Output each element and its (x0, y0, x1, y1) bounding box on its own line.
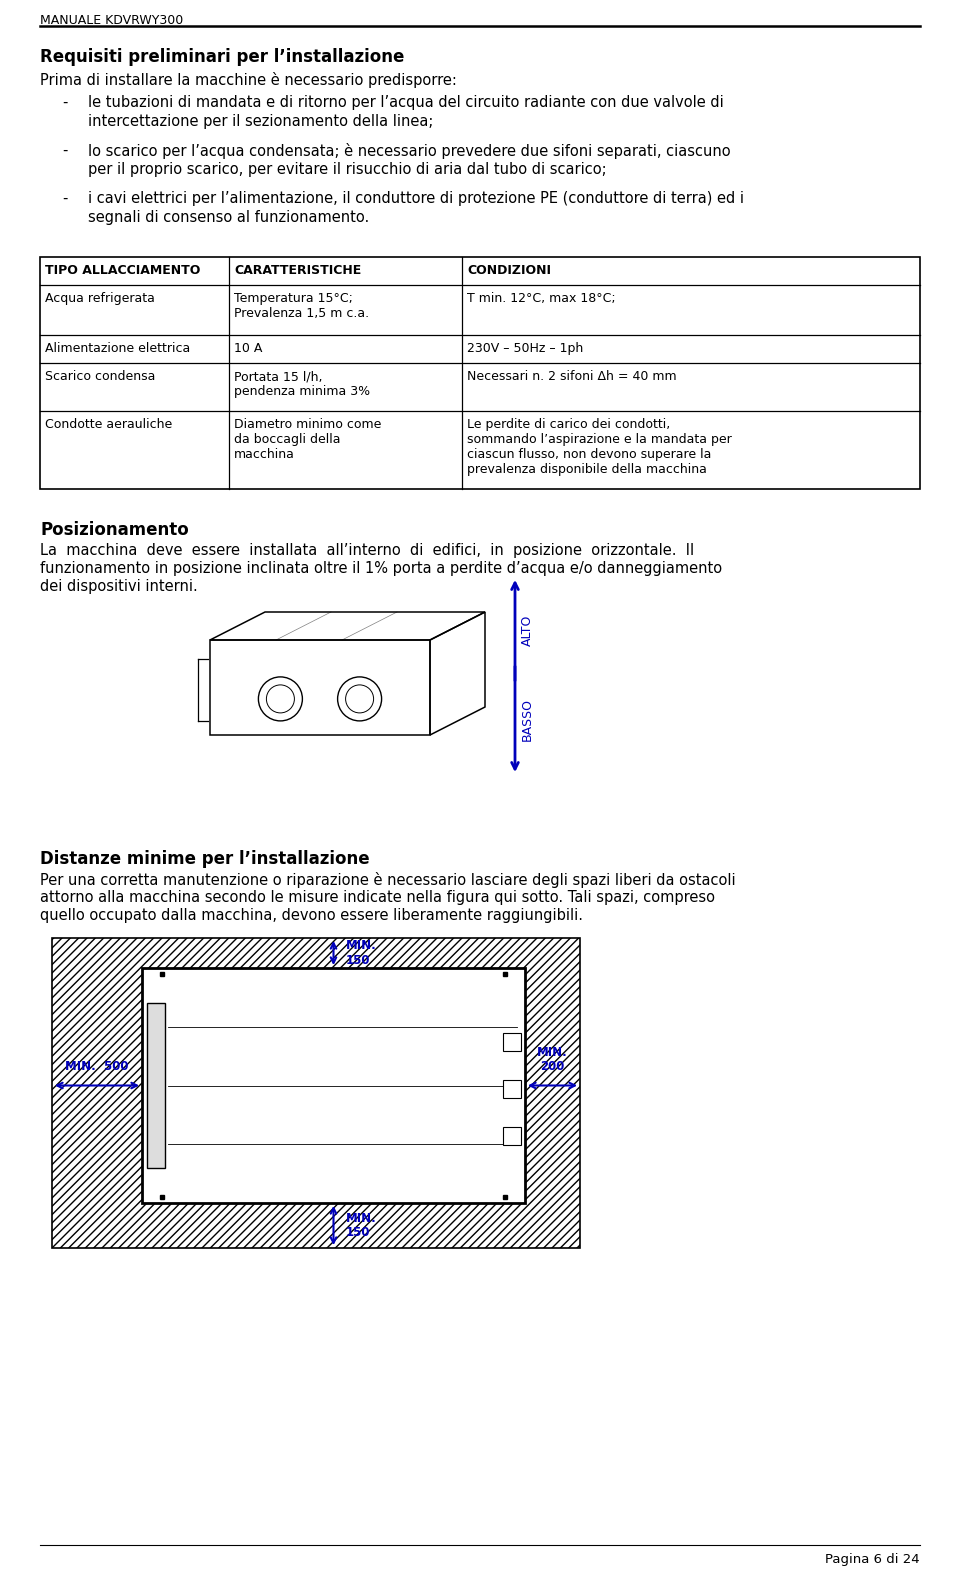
Bar (147, 1004, 165, 1167)
Text: i cavi elettrici per l’alimentazione, il conduttore di protezione PE (conduttore: i cavi elettrici per l’alimentazione, il… (88, 192, 744, 206)
Bar (142, 968, 525, 1203)
Text: MANUALE KDVRWY300: MANUALE KDVRWY300 (40, 14, 183, 27)
Text: Requisiti preliminari per l’installazione: Requisiti preliminari per l’installazion… (40, 49, 404, 66)
Bar (52, 938, 580, 1247)
Text: dei dispositivi interni.: dei dispositivi interni. (40, 580, 198, 594)
Text: 230V – 50Hz – 1ph: 230V – 50Hz – 1ph (468, 342, 584, 355)
Text: per il proprio scarico, per evitare il risucchio di aria dal tubo di scarico;: per il proprio scarico, per evitare il r… (88, 162, 607, 178)
Text: Per una corretta manutenzione o riparazione è necessario lasciare degli spazi li: Per una corretta manutenzione o riparazi… (40, 872, 735, 888)
Text: -: - (62, 94, 67, 110)
Text: ALTO: ALTO (521, 614, 534, 646)
Text: quello occupato dalla macchina, devono essere liberamente raggiungibili.: quello occupato dalla macchina, devono e… (40, 908, 583, 924)
Text: 10 A: 10 A (234, 342, 263, 355)
Text: le tubazioni di mandata e di ritorno per l’acqua del circuito radiante con due v: le tubazioni di mandata e di ritorno per… (88, 94, 724, 110)
Text: Necessari n. 2 sifoni Δh = 40 mm: Necessari n. 2 sifoni Δh = 40 mm (468, 371, 677, 383)
Text: Condotte aerauliche: Condotte aerauliche (45, 418, 172, 430)
Text: Temperatura 15°C;
Prevalenza 1,5 m c.a.: Temperatura 15°C; Prevalenza 1,5 m c.a. (234, 292, 370, 320)
Text: Prima di installare la macchine è necessario predisporre:: Prima di installare la macchine è necess… (40, 72, 457, 88)
Text: MIN.
200: MIN. 200 (538, 1045, 568, 1073)
Text: funzionamento in posizione inclinata oltre il 1% porta a perdite d’acqua e/o dan: funzionamento in posizione inclinata olt… (40, 561, 722, 577)
Text: segnali di consenso al funzionamento.: segnali di consenso al funzionamento. (88, 211, 370, 225)
Text: -: - (62, 143, 67, 159)
Bar (40, 258, 920, 489)
Text: Scarico condensa: Scarico condensa (45, 371, 156, 383)
Text: Posizionamento: Posizionamento (40, 522, 189, 539)
Bar (503, 1126, 521, 1145)
Text: Diametro minimo come
da boccagli della
macchina: Diametro minimo come da boccagli della m… (234, 418, 381, 460)
Text: Pagina 6 di 24: Pagina 6 di 24 (826, 1554, 920, 1566)
Text: T min. 12°C, max 18°C;: T min. 12°C, max 18°C; (468, 292, 616, 305)
Text: Portata 15 l/h,
pendenza minima 3%: Portata 15 l/h, pendenza minima 3% (234, 371, 371, 397)
Text: lo scarico per l’acqua condensata; è necessario prevedere due sifoni separati, c: lo scarico per l’acqua condensata; è nec… (88, 143, 731, 159)
Text: Distanze minime per l’installazione: Distanze minime per l’installazione (40, 850, 370, 869)
Text: CONDIZIONI: CONDIZIONI (468, 264, 551, 276)
Text: Alimentazione elettrica: Alimentazione elettrica (45, 342, 190, 355)
Text: Acqua refrigerata: Acqua refrigerata (45, 292, 155, 305)
Text: -: - (62, 192, 67, 206)
Text: CARATTERISTICHE: CARATTERISTICHE (234, 264, 362, 276)
Bar (503, 1032, 521, 1051)
Text: BASSO: BASSO (521, 698, 534, 742)
Bar (503, 1079, 521, 1098)
Text: MIN.  500: MIN. 500 (65, 1060, 129, 1073)
Text: Le perdite di carico dei condotti,
sommando l’aspirazione e la mandata per
ciasc: Le perdite di carico dei condotti, somma… (468, 418, 732, 476)
Text: intercettazione per il sezionamento della linea;: intercettazione per il sezionamento dell… (88, 115, 433, 129)
Text: MIN.
150: MIN. 150 (346, 1211, 376, 1240)
Text: La  macchina  deve  essere  installata  all’interno  di  edifici,  in  posizione: La macchina deve essere installata all’i… (40, 544, 694, 558)
Text: MIN.
150: MIN. 150 (346, 939, 376, 968)
Text: attorno alla macchina secondo le misure indicate nella figura qui sotto. Tali sp: attorno alla macchina secondo le misure … (40, 891, 715, 905)
Text: TIPO ALLACCIAMENTO: TIPO ALLACCIAMENTO (45, 264, 201, 276)
